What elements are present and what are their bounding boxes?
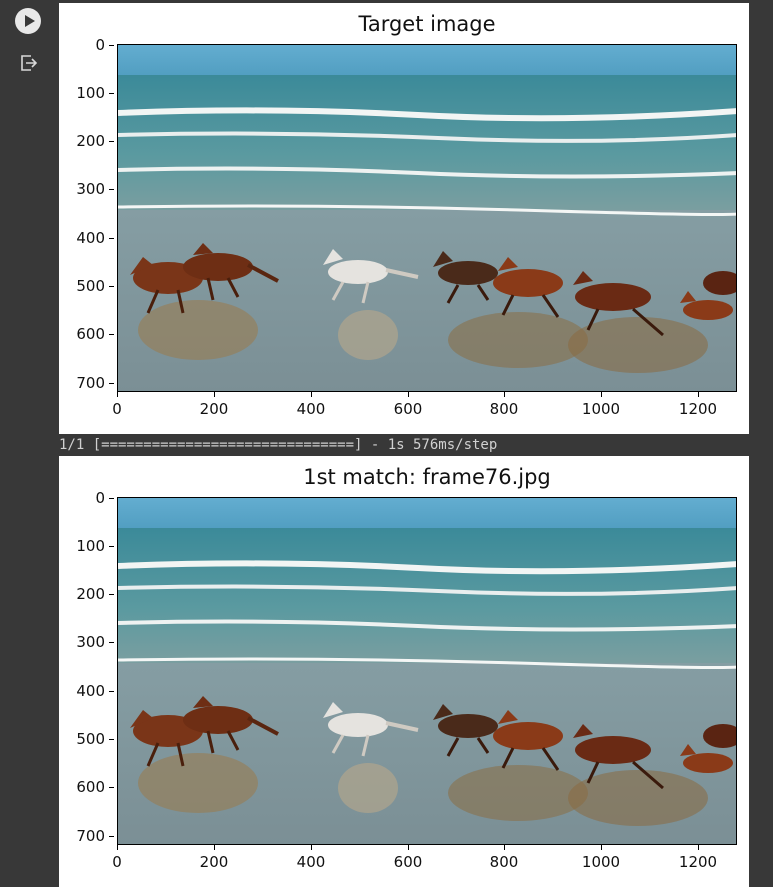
y-tick: 100 — [59, 537, 114, 555]
figure-target: Target image 0 100 200 300 400 500 600 7… — [59, 3, 749, 434]
x-tick: 1200 — [668, 392, 728, 418]
x-tick: 600 — [378, 845, 438, 871]
image-plot — [117, 497, 737, 845]
x-tick: 1000 — [571, 845, 631, 871]
x-tick: 1200 — [668, 845, 728, 871]
y-tick: 600 — [59, 325, 114, 343]
x-tick: 600 — [378, 392, 438, 418]
output-exit-icon[interactable] — [19, 53, 39, 73]
y-tick: 700 — [59, 827, 114, 845]
figure-title: 1st match: frame76.jpg — [303, 465, 551, 489]
y-tick: 0 — [59, 489, 114, 507]
beach-horses-image — [118, 45, 737, 392]
y-tick: 700 — [59, 374, 114, 392]
x-tick: 800 — [474, 392, 534, 418]
figure-title: Target image — [358, 12, 496, 36]
play-icon — [25, 15, 35, 27]
cell-gutter — [0, 0, 58, 887]
x-tick: 800 — [474, 845, 534, 871]
y-tick: 100 — [59, 84, 114, 102]
figure-match: 1st match: frame76.jpg 0 100 200 300 400… — [59, 456, 749, 887]
beach-horses-image — [118, 498, 737, 845]
y-tick: 200 — [59, 585, 114, 603]
image-plot — [117, 44, 737, 392]
run-cell-button[interactable] — [15, 8, 41, 34]
x-tick: 200 — [184, 392, 244, 418]
y-tick: 400 — [59, 682, 114, 700]
y-tick: 400 — [59, 229, 114, 247]
x-tick: 400 — [281, 845, 341, 871]
x-tick: 1000 — [571, 392, 631, 418]
y-tick: 500 — [59, 730, 114, 748]
progress-output: 1/1 [==============================] - 1… — [59, 437, 498, 453]
x-tick: 0 — [87, 392, 147, 418]
y-tick: 500 — [59, 277, 114, 295]
y-tick: 300 — [59, 180, 114, 198]
y-tick: 600 — [59, 778, 114, 796]
x-tick: 200 — [184, 845, 244, 871]
x-tick: 400 — [281, 392, 341, 418]
y-tick: 0 — [59, 36, 114, 54]
y-tick: 200 — [59, 132, 114, 150]
x-tick: 0 — [87, 845, 147, 871]
y-tick: 300 — [59, 633, 114, 651]
